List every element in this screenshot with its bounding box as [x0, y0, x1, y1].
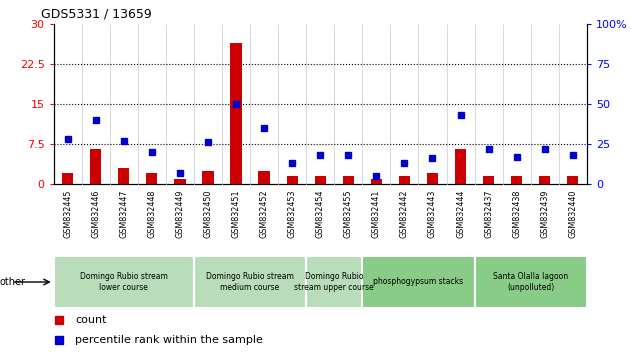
Text: phosphogypsum stacks: phosphogypsum stacks — [374, 278, 464, 286]
Text: GSM832442: GSM832442 — [400, 190, 409, 238]
Bar — [54, 256, 194, 308]
Bar — [194, 256, 306, 308]
Bar — [427, 173, 438, 184]
Bar — [118, 168, 129, 184]
Text: GSM832449: GSM832449 — [175, 190, 184, 238]
Text: GSM832455: GSM832455 — [344, 190, 353, 238]
Text: GSM832438: GSM832438 — [512, 190, 521, 238]
Text: other: other — [0, 277, 26, 287]
Bar — [203, 171, 213, 184]
Bar — [306, 256, 362, 308]
Text: GSM832453: GSM832453 — [288, 190, 297, 238]
Bar — [343, 176, 354, 184]
Bar — [399, 176, 410, 184]
Text: GSM832445: GSM832445 — [63, 190, 72, 238]
Bar — [371, 179, 382, 184]
Bar — [511, 176, 522, 184]
Text: GSM832444: GSM832444 — [456, 190, 465, 238]
Text: GSM832454: GSM832454 — [316, 190, 325, 238]
Text: Domingo Rubio stream
lower course: Domingo Rubio stream lower course — [80, 272, 168, 292]
Text: Domingo Rubio stream
medium course: Domingo Rubio stream medium course — [206, 272, 294, 292]
Bar — [62, 173, 73, 184]
Bar — [146, 173, 158, 184]
Text: GSM832450: GSM832450 — [203, 190, 213, 238]
Text: count: count — [75, 315, 107, 325]
Bar — [90, 149, 102, 184]
Bar — [539, 176, 550, 184]
Text: Santa Olalla lagoon
(unpolluted): Santa Olalla lagoon (unpolluted) — [493, 272, 569, 292]
Text: GSM832448: GSM832448 — [148, 190, 156, 238]
Text: GSM832451: GSM832451 — [232, 190, 240, 238]
Bar — [362, 256, 475, 308]
Bar — [483, 176, 494, 184]
Bar — [230, 43, 242, 184]
Text: GDS5331 / 13659: GDS5331 / 13659 — [41, 7, 152, 21]
Text: GSM832452: GSM832452 — [259, 190, 269, 238]
Text: Domingo Rubio
stream upper course: Domingo Rubio stream upper course — [295, 272, 374, 292]
Text: GSM832441: GSM832441 — [372, 190, 381, 238]
Text: GSM832447: GSM832447 — [119, 190, 128, 238]
Text: GSM832439: GSM832439 — [540, 190, 549, 238]
Text: GSM832446: GSM832446 — [91, 190, 100, 238]
Text: GSM832437: GSM832437 — [484, 190, 493, 238]
Bar — [259, 171, 269, 184]
Bar — [455, 149, 466, 184]
Text: GSM832440: GSM832440 — [569, 190, 577, 238]
Bar — [286, 176, 298, 184]
Bar — [174, 179, 186, 184]
Text: GSM832443: GSM832443 — [428, 190, 437, 238]
Bar — [315, 176, 326, 184]
Bar — [567, 176, 579, 184]
Text: percentile rank within the sample: percentile rank within the sample — [75, 335, 263, 345]
Bar — [475, 256, 587, 308]
